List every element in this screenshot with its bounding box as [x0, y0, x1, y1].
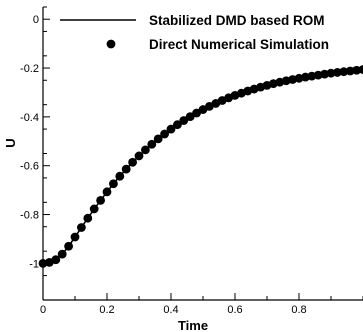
data-point-dns [185, 112, 195, 122]
y-axis-label: U [3, 138, 18, 147]
data-point-dns [115, 171, 125, 181]
data-point-dns [109, 179, 118, 189]
y-tick-label: 0 [33, 14, 39, 26]
data-point-dns [70, 232, 80, 242]
x-tick-label: 0.4 [163, 304, 178, 316]
data-point-dns [147, 139, 157, 149]
legend-label-rom: Stabilized DMD based ROM [149, 13, 325, 28]
data-point-dns [89, 204, 99, 214]
data-point-dns [121, 164, 131, 174]
y-tick-label: -0.4 [20, 112, 39, 124]
data-point-dns [141, 145, 150, 155]
y-tick-label: -0.6 [20, 161, 39, 173]
series-line-rom [42, 68, 363, 265]
tick-marks [42, 6, 363, 301]
y-tick-label: -0.8 [20, 210, 39, 222]
data-point-dns [134, 151, 144, 161]
series [38, 65, 363, 268]
y-tick-label: -1 [29, 258, 39, 270]
data-point-dns [166, 124, 176, 134]
tick-labels: 0 -0.2 -0.4 -0.6 -0.8 -1 0 0.2 0.4 0.6 0.8 [20, 14, 307, 316]
data-point-dns [333, 68, 342, 77]
data-point-dns [57, 249, 67, 259]
data-point-dns [173, 120, 182, 130]
data-point-dns [64, 241, 73, 251]
data-point-dns [352, 65, 361, 75]
legend: Stabilized DMD based ROM Direct Numerica… [60, 13, 329, 52]
data-point-dns [345, 66, 355, 76]
y-tick-label: -0.2 [20, 63, 39, 75]
x-tick-label: 0.2 [99, 304, 114, 316]
x-axis-label: Time [178, 318, 208, 332]
data-point-dns [358, 65, 363, 74]
x-tick-label: 0 [40, 304, 46, 316]
data-point-dns [153, 134, 163, 144]
data-point-dns [83, 213, 93, 223]
data-point-dns [160, 129, 170, 139]
data-point-dns [179, 116, 189, 125]
x-tick-label: 0.8 [291, 304, 306, 316]
data-point-dns [128, 157, 138, 167]
data-point-dns [51, 255, 61, 265]
x-tick-label: 0.6 [227, 304, 242, 316]
data-point-dns [102, 187, 112, 197]
legend-label-dns: Direct Numerical Simulation [149, 37, 329, 52]
data-point-dns [339, 67, 349, 77]
legend-marker-dns [106, 39, 116, 49]
data-point-dns [326, 68, 336, 78]
data-point-dns [77, 223, 86, 232]
data-point-dns [96, 195, 105, 205]
